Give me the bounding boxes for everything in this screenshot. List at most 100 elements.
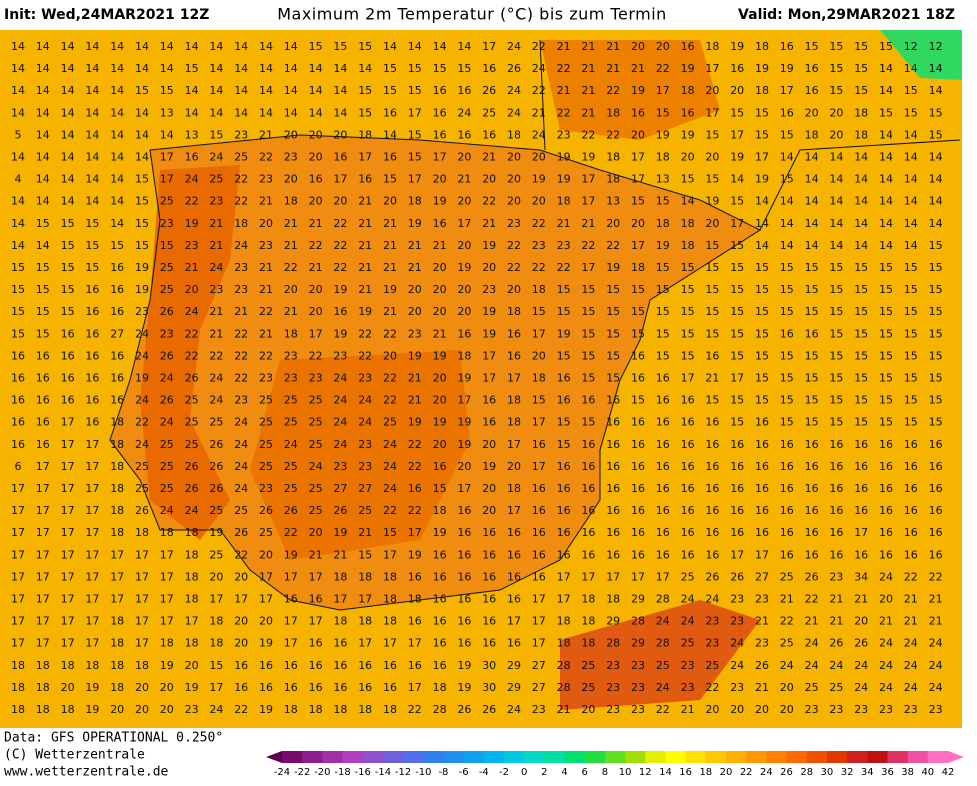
colorbar-label: -4 [479,767,489,778]
grid-value: 19 [457,659,471,672]
grid-value: 17 [61,526,75,539]
grid-value: 21 [259,283,273,296]
grid-value: 20 [383,195,397,208]
grid-value: 20 [755,703,769,716]
colorbar-label: 14 [659,767,672,778]
grid-value: 21 [259,195,273,208]
grid-value: 23 [606,703,620,716]
grid-value: 15 [755,349,769,362]
grid-value: 22 [135,416,149,429]
grid-value: 16 [85,394,99,407]
grid-value: 18 [110,659,124,672]
grid-value: 25 [160,195,174,208]
grid-value: 16 [805,548,819,561]
grid-value: 24 [160,416,174,429]
grid-value: 17 [631,570,645,583]
grid-value: 16 [780,548,794,561]
grid-value: 16 [333,659,347,672]
grid-value: 17 [185,615,199,628]
grid-value: 16 [904,504,918,517]
grid-value: 24 [805,659,819,672]
grid-value: 15 [829,84,843,97]
grid-value: 17 [284,570,298,583]
grid-value: 16 [457,526,471,539]
header-band [0,0,977,30]
grid-value: 29 [507,659,521,672]
grid-value: 6 [15,460,22,473]
grid-value: 25 [681,570,695,583]
grid-value: 18 [110,637,124,650]
grid-value: 17 [61,548,75,561]
grid-value: 16 [606,482,620,495]
colorbar-label: -20 [314,767,330,778]
grid-value: 29 [631,593,645,606]
grid-value: 16 [110,394,124,407]
grid-value: 16 [433,84,447,97]
grid-value: 24 [209,151,223,164]
grid-value: 24 [383,438,397,451]
grid-value: 19 [185,217,199,230]
grid-value: 18 [135,659,149,672]
grid-value: 17 [110,548,124,561]
grid-value: 15 [854,327,868,340]
grid-value: 22 [333,239,347,252]
grid-value: 24 [209,394,223,407]
grid-value: 20 [805,106,819,119]
grid-value: 14 [879,239,893,252]
grid-value: 17 [135,615,149,628]
grid-value: 21 [532,106,546,119]
grid-value: 17 [284,615,298,628]
grid-value: 15 [557,305,571,318]
copyright: (C) Wetterzentrale [4,748,145,763]
grid-value: 20 [457,460,471,473]
grid-value: 16 [557,526,571,539]
grid-value: 16 [730,460,744,473]
grid-value: 26 [333,504,347,517]
grid-value: 19 [755,173,769,186]
grid-value: 15 [904,416,918,429]
grid-value: 16 [929,548,943,561]
grid-value: 16 [705,548,719,561]
grid-value: 17 [482,372,496,385]
grid-value: 16 [879,482,893,495]
grid-value: 16 [681,460,695,473]
grid-value: 20 [829,106,843,119]
grid-value: 15 [681,173,695,186]
grid-value: 16 [705,438,719,451]
grid-value: 16 [805,526,819,539]
grid-value: 16 [854,482,868,495]
grid-value: 20 [854,615,868,628]
grid-value: 21 [581,106,595,119]
grid-value: 26 [160,349,174,362]
grid-value: 17 [11,526,25,539]
grid-value: 15 [705,239,719,252]
grid-value: 16 [829,460,843,473]
grid-value: 14 [85,173,99,186]
grid-value: 20 [234,637,248,650]
grid-value: 25 [234,504,248,517]
grid-value: 17 [507,615,521,628]
grid-value: 22 [929,570,943,583]
grid-value: 16 [904,548,918,561]
grid-value: 15 [36,327,50,340]
grid-value: 15 [557,283,571,296]
grid-value: 25 [656,659,670,672]
grid-value: 17 [581,261,595,274]
grid-value: 16 [457,548,471,561]
grid-value: 15 [581,327,595,340]
grid-value: 24 [209,372,223,385]
grid-value: 16 [36,438,50,451]
grid-value: 17 [110,593,124,606]
grid-value: 25 [234,151,248,164]
grid-value: 14 [85,151,99,164]
grid-value: 16 [507,548,521,561]
grid-value: 19 [85,681,99,694]
grid-value: 20 [185,283,199,296]
grid-value: 23 [631,681,645,694]
grid-value: 23 [929,703,943,716]
grid-value: 18 [11,659,25,672]
grid-value: 18 [681,217,695,230]
grid-value: 17 [61,416,75,429]
grid-value: 15 [929,283,943,296]
grid-value: 17 [11,593,25,606]
